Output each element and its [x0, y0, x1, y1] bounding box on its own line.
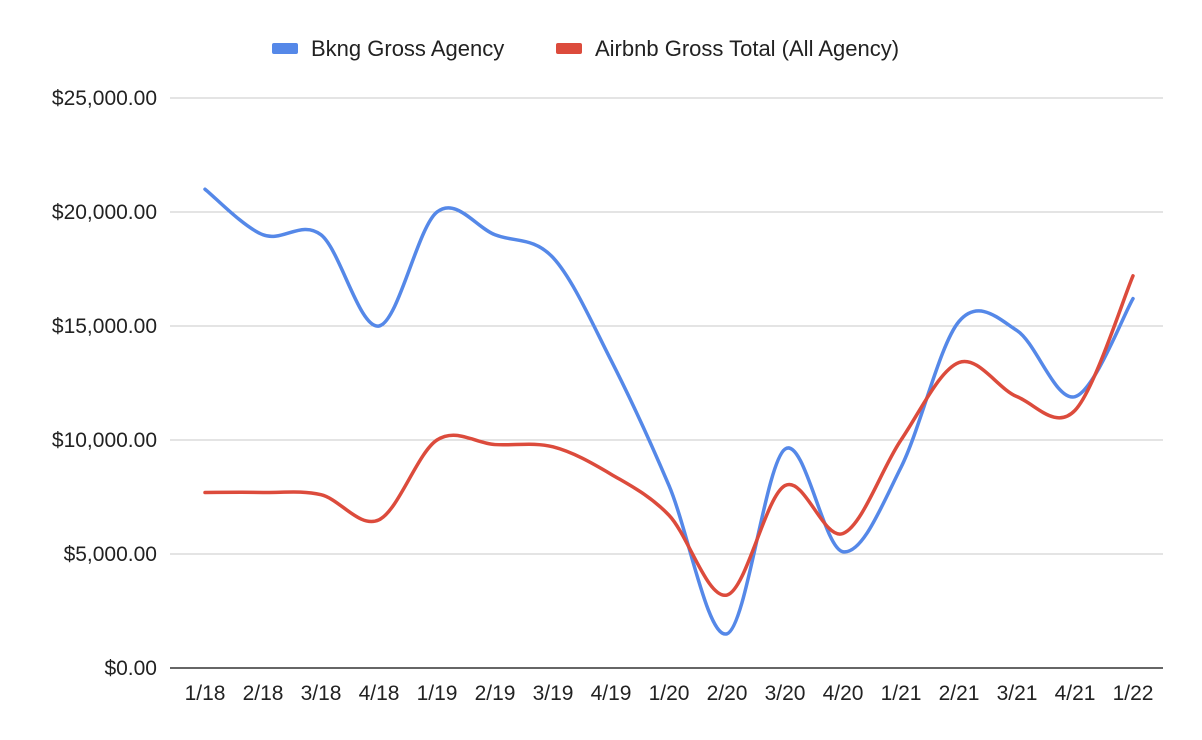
- x-tick-label: 4/21: [1055, 682, 1096, 705]
- y-tick-label: $15,000.00: [52, 315, 157, 338]
- x-tick-label: 1/20: [649, 682, 690, 705]
- y-axis-ticks: $0.00 $5,000.00 $10,000.00 $15,000.00 $20,00…: [52, 87, 157, 680]
- y-tick-label: $10,000.00: [52, 429, 157, 452]
- x-tick-label: 4/18: [359, 682, 400, 705]
- y-tick-label: $20,000.00: [52, 201, 157, 224]
- legend-label: Bkng Gross Agency: [311, 36, 504, 61]
- x-tick-label: 2/19: [475, 682, 516, 705]
- x-tick-label: 2/20: [707, 682, 748, 705]
- x-tick-label: 1/19: [417, 682, 458, 705]
- gridlines: [170, 97, 1163, 555]
- series-line-1: [203, 187, 1135, 636]
- x-tick-label: 3/18: [301, 682, 342, 705]
- x-tick-label: 1/21: [881, 682, 922, 705]
- legend-swatch: [272, 43, 298, 54]
- x-tick-label: 4/20: [823, 682, 864, 705]
- legend: Bkng Gross Agency Airbnb Gross Total (All…: [272, 36, 899, 61]
- x-tick-label: 1/18: [185, 682, 226, 705]
- x-tick-label: 1/22: [1113, 682, 1154, 705]
- x-tick-label: 3/20: [765, 682, 806, 705]
- x-tick-label: 3/19: [533, 682, 574, 705]
- x-tick-label: 3/21: [997, 682, 1038, 705]
- y-tick-label: $25,000.00: [52, 87, 157, 110]
- y-tick-label: $5,000.00: [64, 543, 157, 566]
- x-tick-label: 2/18: [243, 682, 284, 705]
- x-tick-label: 4/19: [591, 682, 632, 705]
- series-line-2: [203, 274, 1135, 597]
- series-lines: [203, 187, 1135, 636]
- legend-label: Airbnb Gross Total (All Agency): [595, 36, 899, 61]
- x-axis-ticks: 1/18 2/18 3/18 4/18 1/19 2/19 3/19 4/19 1/20 2/20…: [185, 682, 1154, 705]
- y-tick-label: $0.00: [104, 657, 157, 680]
- legend-swatch: [556, 43, 582, 54]
- x-tick-label: 2/21: [939, 682, 980, 705]
